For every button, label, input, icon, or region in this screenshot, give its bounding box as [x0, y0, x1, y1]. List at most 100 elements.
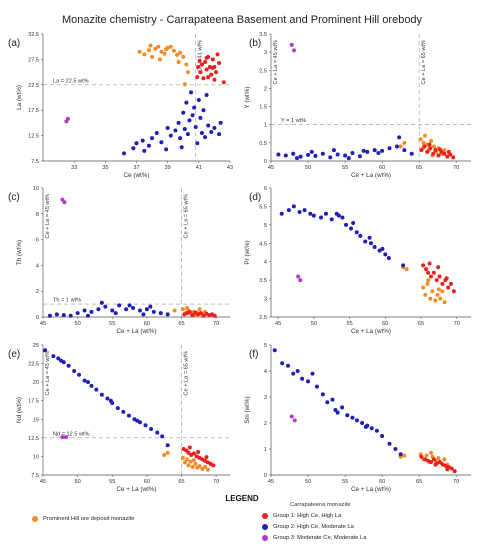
threshold-label: Y = 1 wt% [281, 118, 306, 124]
point-group2 [291, 371, 296, 376]
y-tick-label: 2.5 [259, 315, 267, 321]
point-group1 [422, 144, 427, 149]
point-group2 [376, 151, 381, 156]
point-group2 [360, 421, 365, 425]
point-group1 [197, 58, 202, 63]
threshold-label: Th = 1 wt% [53, 298, 81, 304]
point-group2 [184, 100, 189, 105]
y-tick-label: 1 [264, 123, 267, 129]
point-prominent-hill [182, 460, 187, 465]
point-group2 [131, 146, 136, 151]
point-group2 [387, 146, 392, 151]
point-group3 [292, 418, 297, 423]
point-group2 [357, 154, 362, 159]
point-group2 [151, 309, 156, 314]
panel-a: (a) 33 35 37 39 41 43 7.5 12.5 17.5 22.5 27.5 32.5 Ce… [8, 32, 233, 179]
point-group2 [330, 397, 335, 402]
point-group2 [297, 209, 302, 214]
y-axis-label: Th (wt%) [16, 240, 23, 265]
point-group3 [65, 116, 70, 121]
point-group2 [386, 256, 391, 261]
point-group2 [127, 303, 132, 308]
point-group2 [329, 217, 334, 222]
point-group1 [195, 75, 200, 80]
point-prominent-hill [137, 49, 142, 54]
point-group1 [210, 66, 215, 71]
y-tick-label: 0 [36, 315, 39, 321]
y-tick-label: 3 [264, 395, 267, 401]
x-axis-label: Ce + La (wt%) [351, 328, 391, 335]
point-group1 [429, 460, 433, 464]
point-group2 [154, 131, 159, 136]
point-group3 [291, 48, 296, 53]
panel-letter: (b) [249, 38, 261, 49]
x-tick-label: 70 [454, 321, 460, 327]
point-group2 [380, 246, 385, 251]
point-group2 [137, 308, 142, 313]
point-group2 [344, 222, 348, 227]
x-tick-label: 45 [40, 321, 46, 327]
point-group2 [82, 378, 87, 383]
point-group2 [328, 155, 333, 160]
point-group2 [320, 151, 325, 156]
point-group2 [383, 252, 388, 257]
point-group2 [149, 426, 154, 431]
point-group2 [193, 124, 198, 129]
point-group2 [398, 452, 403, 457]
point-group2 [401, 263, 406, 268]
point-prominent-hill [203, 464, 208, 469]
point-prominent-hill [185, 457, 190, 462]
point-prominent-hill [150, 54, 155, 59]
point-group2 [51, 354, 56, 359]
point-group2 [283, 153, 288, 158]
point-group2 [308, 211, 313, 216]
point-group2 [54, 312, 59, 317]
point-prominent-hill [168, 44, 173, 49]
point-group2 [135, 418, 140, 423]
x-tick-label: 65 [418, 321, 424, 327]
point-group2 [72, 369, 77, 373]
y-tick-label: 5 [264, 343, 267, 349]
point-group2 [146, 143, 151, 148]
point-group1 [434, 278, 439, 283]
y-tick-label: 20 [33, 380, 39, 386]
point-group2 [206, 123, 211, 128]
point-prominent-hill [421, 140, 426, 145]
y-axis-label: Y (wt%) [244, 87, 251, 109]
x-tick-label: 70 [453, 479, 459, 485]
point-group1 [193, 310, 198, 315]
point-prominent-hill [429, 139, 433, 144]
point-group1 [449, 281, 453, 286]
point-group2 [313, 153, 318, 158]
point-group1 [198, 70, 203, 75]
point-prominent-hill [185, 70, 190, 75]
x-axis-label: Ce + La (wt%) [351, 172, 391, 179]
y-tick-label: 2.5 [259, 68, 267, 74]
point-group2 [160, 434, 165, 439]
point-prominent-hill [429, 450, 433, 455]
point-group1 [186, 450, 191, 455]
point-prominent-hill [148, 43, 153, 48]
point-group1 [419, 454, 424, 459]
point-prominent-hill [142, 52, 147, 57]
point-group1 [221, 80, 226, 85]
point-group1 [451, 155, 456, 160]
x-tick-label: 33 [71, 165, 77, 171]
point-group1 [204, 455, 209, 460]
x-tick-label: 45 [40, 479, 46, 485]
y-tick-label: 5.5 [259, 204, 267, 210]
point-group2 [56, 356, 61, 361]
point-group2 [168, 133, 173, 138]
point-group3 [289, 414, 294, 419]
point-group2 [397, 135, 402, 140]
point-group2 [340, 405, 345, 410]
point-group2 [144, 307, 149, 312]
point-group2 [198, 115, 203, 120]
point-group2 [358, 233, 363, 238]
x-tick-label: 70 [453, 165, 459, 171]
point-group1 [207, 65, 212, 70]
x-tick-label: 55 [342, 479, 348, 485]
point-prominent-hill [423, 292, 428, 297]
y-tick-label: 7.5 [31, 159, 39, 165]
